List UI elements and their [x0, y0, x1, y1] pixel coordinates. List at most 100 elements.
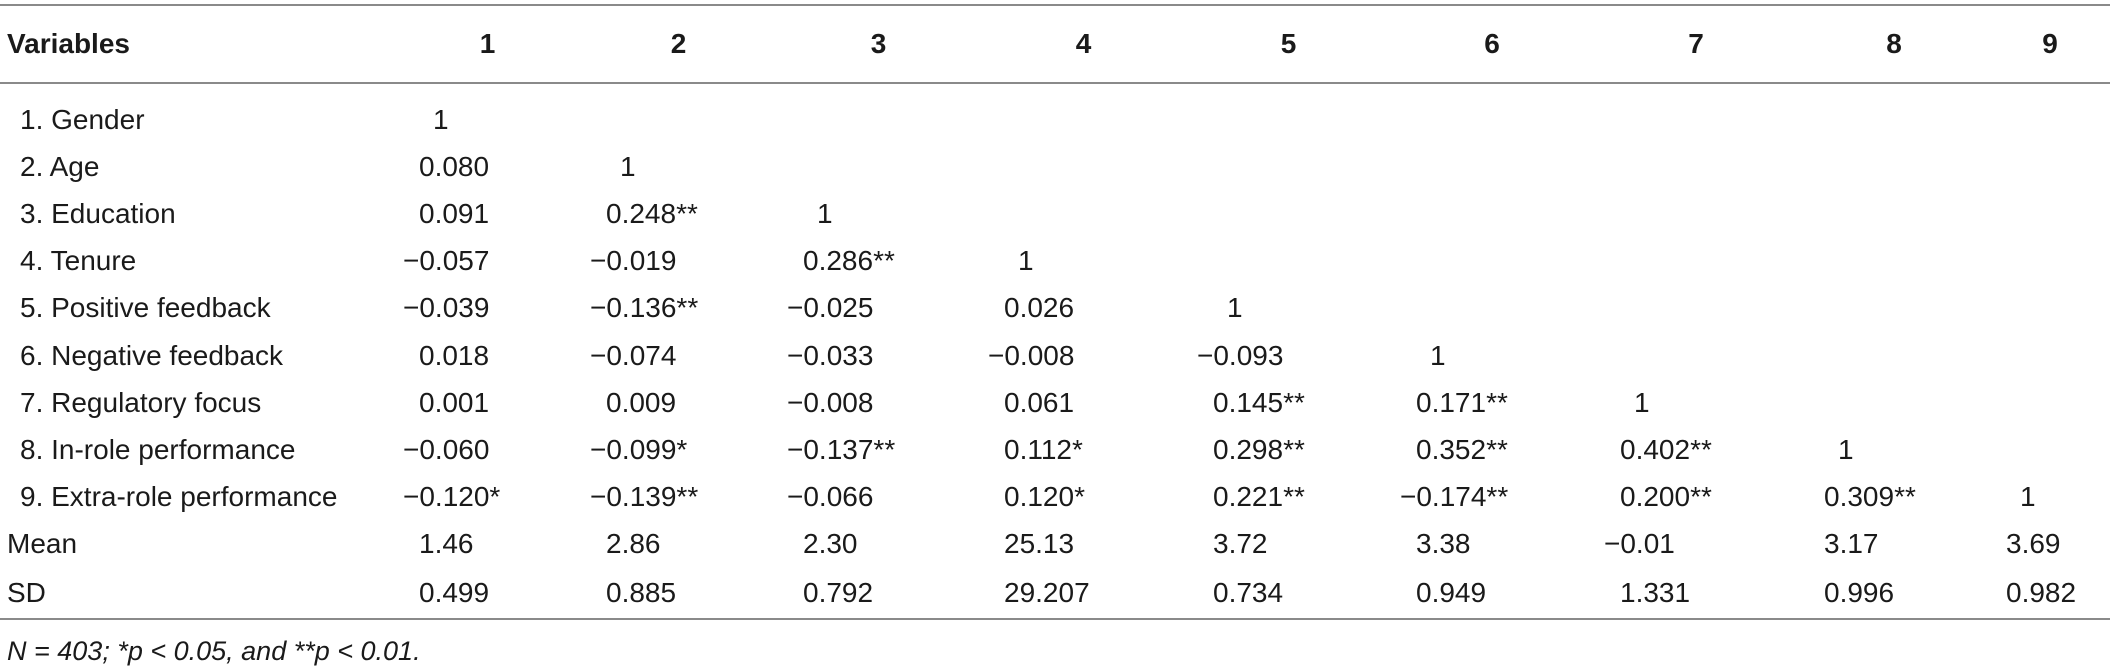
table-cell: 1 — [2020, 481, 2036, 513]
table-cell: 0.200** — [1620, 481, 1712, 513]
table-cell: −0.137** — [787, 433, 896, 465]
table-cell: 0.885 — [580, 567, 777, 620]
table-cell: −0.033 — [787, 339, 874, 371]
table-body: 1. Gender 1 2. Age 0.080 1 3. Education 0.091 0… — [0, 83, 2110, 620]
table-cell — [1798, 379, 1990, 426]
table-cell — [1187, 83, 1390, 143]
table-cell — [1990, 426, 2110, 473]
table-cell: 0.026 — [1004, 292, 1075, 324]
table-header: Variables 1 2 3 4 5 6 7 8 9 — [0, 4, 2110, 84]
table-row: 6. Negative feedback 0.018 −0.074 −0.033 −0.… — [0, 332, 2110, 379]
table-cell — [1990, 379, 2110, 426]
table-cell: −0.093 — [1197, 339, 1284, 371]
table-cell: −0.139** — [590, 481, 699, 513]
table-cell: 0.309** — [1824, 481, 1916, 513]
table-cell: 0.009 — [606, 386, 677, 418]
table-row: Mean 1.46 2.86 2.30 25.13 3.72 3.38 −0.01 3.17 3.… — [0, 521, 2110, 568]
header-row: Variables 1 2 3 4 5 6 7 8 9 — [0, 4, 2110, 84]
row-label: 3. Education — [20, 197, 176, 229]
table-cell — [1187, 143, 1390, 190]
table-cell: 1.46 — [419, 528, 474, 560]
table-cell: 1 — [1634, 386, 1650, 418]
table-cell: 0.982 — [1990, 567, 2110, 620]
header-col-9: 9 — [1990, 4, 2110, 84]
table-cell — [580, 83, 777, 143]
table-cell — [1990, 332, 2110, 379]
header-col-1: 1 — [395, 4, 580, 84]
table-cell — [1187, 238, 1390, 285]
table-cell: 0.352** — [1416, 433, 1508, 465]
table-cell: 0.402** — [1620, 433, 1712, 465]
table-cell: 1 — [1018, 245, 1034, 277]
table-cell — [1798, 285, 1990, 332]
table-cell — [1990, 190, 2110, 237]
table-cell — [1390, 143, 1594, 190]
table-cell — [980, 143, 1187, 190]
header-col-4: 4 — [980, 4, 1187, 84]
row-label: 8. In-role performance — [20, 433, 296, 465]
row-label: 7. Regulatory focus — [20, 386, 262, 418]
table-cell: 0.080 — [419, 150, 490, 182]
table-cell — [980, 190, 1187, 237]
table-row: 1. Gender 1 — [0, 83, 2110, 143]
table-cell: −0.019 — [590, 245, 677, 277]
table-row: 9. Extra-role performance −0.120* −0.139**… — [0, 474, 2110, 521]
table-row: SD 0.499 0.885 0.792 29.207 0.734 0.949 1.331 0.… — [0, 567, 2110, 620]
row-label: 2. Age — [20, 150, 100, 182]
table-cell: −0.060 — [403, 433, 490, 465]
table-cell: 1 — [433, 103, 449, 135]
table-cell: 29.207 — [980, 567, 1187, 620]
table-row: 2. Age 0.080 1 — [0, 143, 2110, 190]
header-col-7: 7 — [1594, 4, 1798, 84]
table-cell: 1 — [620, 150, 636, 182]
table-cell: −0.01 — [1604, 528, 1675, 560]
correlation-table: Variables 1 2 3 4 5 6 7 8 9 1. Gender 1 2. Age 0.080… — [0, 4, 2110, 620]
table-cell — [1187, 190, 1390, 237]
header-col-6: 6 — [1390, 4, 1594, 84]
table-cell — [1990, 285, 2110, 332]
table-cell — [1390, 285, 1594, 332]
table-cell: 3.38 — [1416, 528, 1471, 560]
table-row: 3. Education 0.091 0.248** 1 — [0, 190, 2110, 237]
table-cell — [1798, 143, 1990, 190]
table-cell: 0.298** — [1213, 433, 1305, 465]
table-cell — [1390, 238, 1594, 285]
table-cell — [1390, 83, 1594, 143]
table-cell: 25.13 — [1004, 528, 1075, 560]
row-label: 6. Negative feedback — [20, 339, 284, 371]
table-cell: −0.099* — [590, 433, 688, 465]
table-cell: 3.69 — [2006, 528, 2061, 560]
table-cell: 0.248** — [606, 197, 698, 229]
table-cell: −0.120* — [403, 481, 501, 513]
header-col-5: 5 — [1187, 4, 1390, 84]
table-cell: 0.145** — [1213, 386, 1305, 418]
table-cell: 0.221** — [1213, 481, 1305, 513]
table-cell — [1594, 238, 1798, 285]
table-cell — [1594, 285, 1798, 332]
table-cell: 1 — [817, 197, 833, 229]
table-cell: 2.86 — [606, 528, 661, 560]
table-cell: 0.734 — [1187, 567, 1390, 620]
table-cell: 2.30 — [803, 528, 858, 560]
table-cell — [1798, 332, 1990, 379]
table-cell: 3.17 — [1824, 528, 1879, 560]
table-cell: −0.074 — [590, 339, 677, 371]
table-cell: −0.174** — [1400, 481, 1509, 513]
table-cell — [1594, 83, 1798, 143]
table-cell: −0.066 — [787, 481, 874, 513]
table-cell: 0.996 — [1798, 567, 1990, 620]
table-cell: −0.008 — [988, 339, 1075, 371]
table-cell: 0.091 — [419, 197, 490, 229]
table-cell: 0.061 — [1004, 386, 1075, 418]
table-cell: 0.286** — [803, 245, 895, 277]
row-label: 5. Positive feedback — [20, 292, 271, 324]
table-cell: −0.136** — [590, 292, 699, 324]
table-cell — [1990, 143, 2110, 190]
table-row: 5. Positive feedback −0.039 −0.136** −0.025… — [0, 285, 2110, 332]
table-cell: −0.008 — [787, 386, 874, 418]
header-variables: Variables — [0, 4, 395, 84]
table-cell: 0.112* — [1004, 433, 1083, 465]
row-label: SD — [0, 567, 395, 620]
table-cell — [980, 83, 1187, 143]
table-cell: 0.499 — [395, 567, 580, 620]
